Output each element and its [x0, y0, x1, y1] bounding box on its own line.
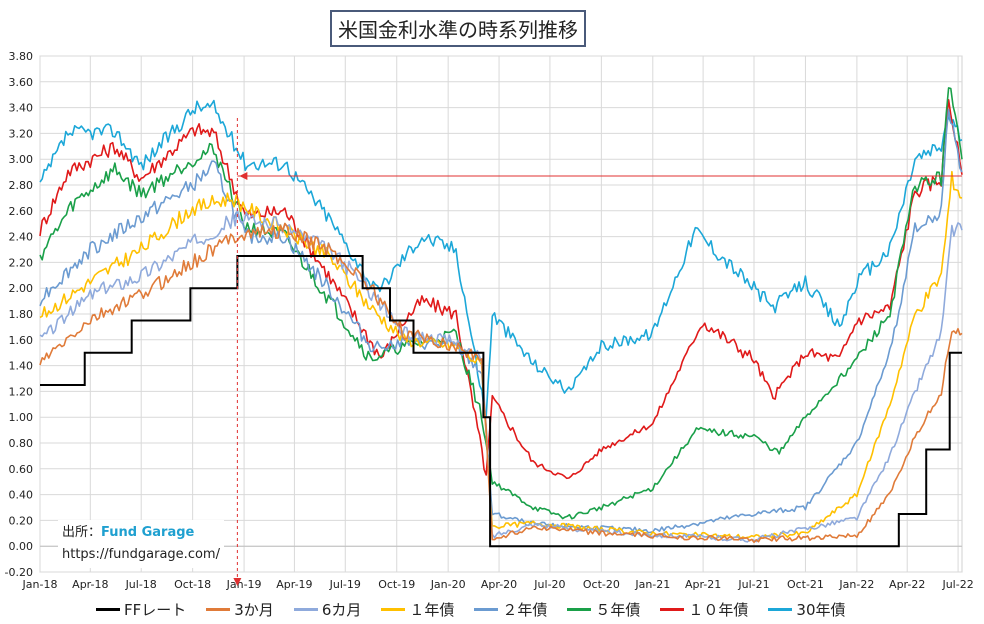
legend-label: 6カ月: [321, 600, 362, 619]
arrow-down-icon: [233, 578, 242, 586]
x-tick-label: Jul-19: [329, 578, 361, 591]
x-tick-label: Jul-22: [941, 578, 973, 591]
y-tick-label: 3.80: [9, 50, 34, 63]
x-tick-label: Jul-21: [737, 578, 769, 591]
x-tick-label: Apr-21: [685, 578, 721, 591]
x-tick-label: Jan-21: [634, 578, 670, 591]
series-line: [39, 87, 963, 520]
x-tick-label: Jul-20: [533, 578, 565, 591]
legend-swatch: [293, 607, 318, 611]
legend-swatch: [206, 607, 231, 611]
legend-item: ２年債: [474, 599, 547, 620]
source-note: 出所：Fund Garage https://fundgarage.com/: [58, 520, 224, 568]
y-tick-label: 0.00: [9, 540, 34, 553]
x-tick-label: Oct-20: [583, 578, 620, 591]
x-tick-label: Apr-22: [889, 578, 925, 591]
y-tick-label: 2.40: [9, 231, 34, 244]
series-line: [39, 170, 963, 540]
y-tick-label: 3.40: [9, 102, 34, 115]
legend-swatch: [660, 607, 685, 611]
series-line: [39, 108, 963, 534]
y-tick-label: 2.60: [9, 205, 34, 218]
y-tick-label: 2.80: [9, 179, 34, 192]
legend: FFレート 3か月 6カ月 １年債 ２年債 ５年債 １０年債 30年債: [96, 598, 846, 620]
source-brand: Fund Garage: [101, 525, 195, 540]
series-line: [39, 209, 963, 543]
y-tick-label: 0.20: [9, 514, 34, 527]
legend-item: ５年債: [567, 599, 640, 620]
series-group: [39, 87, 963, 548]
series-line: [39, 99, 963, 480]
x-tick-label: Jan-18: [22, 578, 58, 591]
y-tick-label: -0.20: [5, 566, 33, 579]
legend-label: 30年債: [796, 600, 846, 619]
series-line: [39, 222, 963, 544]
grid: [39, 55, 963, 573]
legend-item: FFレート: [96, 599, 186, 620]
legend-label: １０年債: [688, 600, 749, 619]
y-tick-label: 0.60: [9, 463, 34, 476]
chart-title: 米国金利水準の時系列推移: [330, 10, 586, 47]
y-tick-label: 1.00: [9, 411, 34, 424]
y-axis: -0.20 0.00 0.20 0.40 0.60 0.80 1.00 1.20 1.40 1.6…: [5, 50, 33, 579]
x-axis: Jan-18 Apr-18 Jul-18 Oct-18 Jan-19 Apr-19 Jul-…: [22, 578, 974, 591]
y-tick-label: 3.00: [9, 153, 34, 166]
x-tick-label: Apr-19: [276, 578, 312, 591]
legend-item: 6カ月: [293, 599, 362, 620]
legend-item: １年債: [381, 599, 454, 620]
y-tick-label: 1.40: [9, 360, 34, 373]
legend-item: 30年債: [768, 599, 846, 620]
legend-swatch: [96, 607, 120, 611]
legend-swatch: [474, 607, 499, 611]
arrow-left-icon: [239, 171, 248, 180]
legend-item: 3か月: [206, 599, 274, 620]
x-tick-label: Jan-20: [430, 578, 466, 591]
series-line: [40, 254, 962, 548]
x-tick-label: Oct-19: [378, 578, 415, 591]
y-tick-label: 1.20: [9, 385, 34, 398]
legend-item: １０年債: [660, 599, 748, 620]
y-tick-label: 1.60: [9, 334, 34, 347]
y-tick-label: 0.80: [9, 437, 34, 450]
legend-swatch: [768, 607, 793, 611]
legend-label: 3か月: [234, 600, 274, 619]
y-tick-label: 2.00: [9, 282, 34, 295]
x-tick-label: Apr-18: [72, 578, 108, 591]
legend-swatch: [381, 607, 406, 611]
y-tick-label: 0.40: [9, 489, 34, 502]
legend-label: ２年債: [502, 600, 548, 619]
annotations: [233, 118, 962, 586]
legend-label: ５年債: [595, 600, 641, 619]
x-tick-label: Jul-18: [125, 578, 157, 591]
legend-label: １年債: [409, 600, 455, 619]
y-tick-label: 3.20: [9, 127, 34, 140]
legend-label: FFレート: [124, 600, 187, 619]
series-line: [39, 99, 963, 417]
x-tick-label: Jan-19: [226, 578, 262, 591]
source-url[interactable]: https://fundgarage.com/: [62, 547, 220, 562]
x-tick-label: Oct-18: [174, 578, 211, 591]
x-tick-label: Jan-22: [838, 578, 874, 591]
y-tick-label: 2.20: [9, 256, 34, 269]
x-tick-label: Oct-21: [787, 578, 824, 591]
y-tick-label: 3.60: [9, 76, 34, 89]
x-tick-label: Apr-20: [481, 578, 517, 591]
y-tick-label: 1.80: [9, 308, 34, 321]
source-label: 出所：: [62, 525, 102, 540]
legend-swatch: [567, 607, 592, 611]
